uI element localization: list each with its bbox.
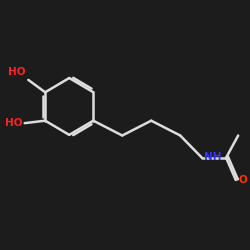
Text: HO: HO [8, 68, 26, 78]
Text: O: O [238, 175, 247, 185]
Text: NH: NH [204, 152, 222, 162]
Text: HO: HO [5, 118, 22, 128]
